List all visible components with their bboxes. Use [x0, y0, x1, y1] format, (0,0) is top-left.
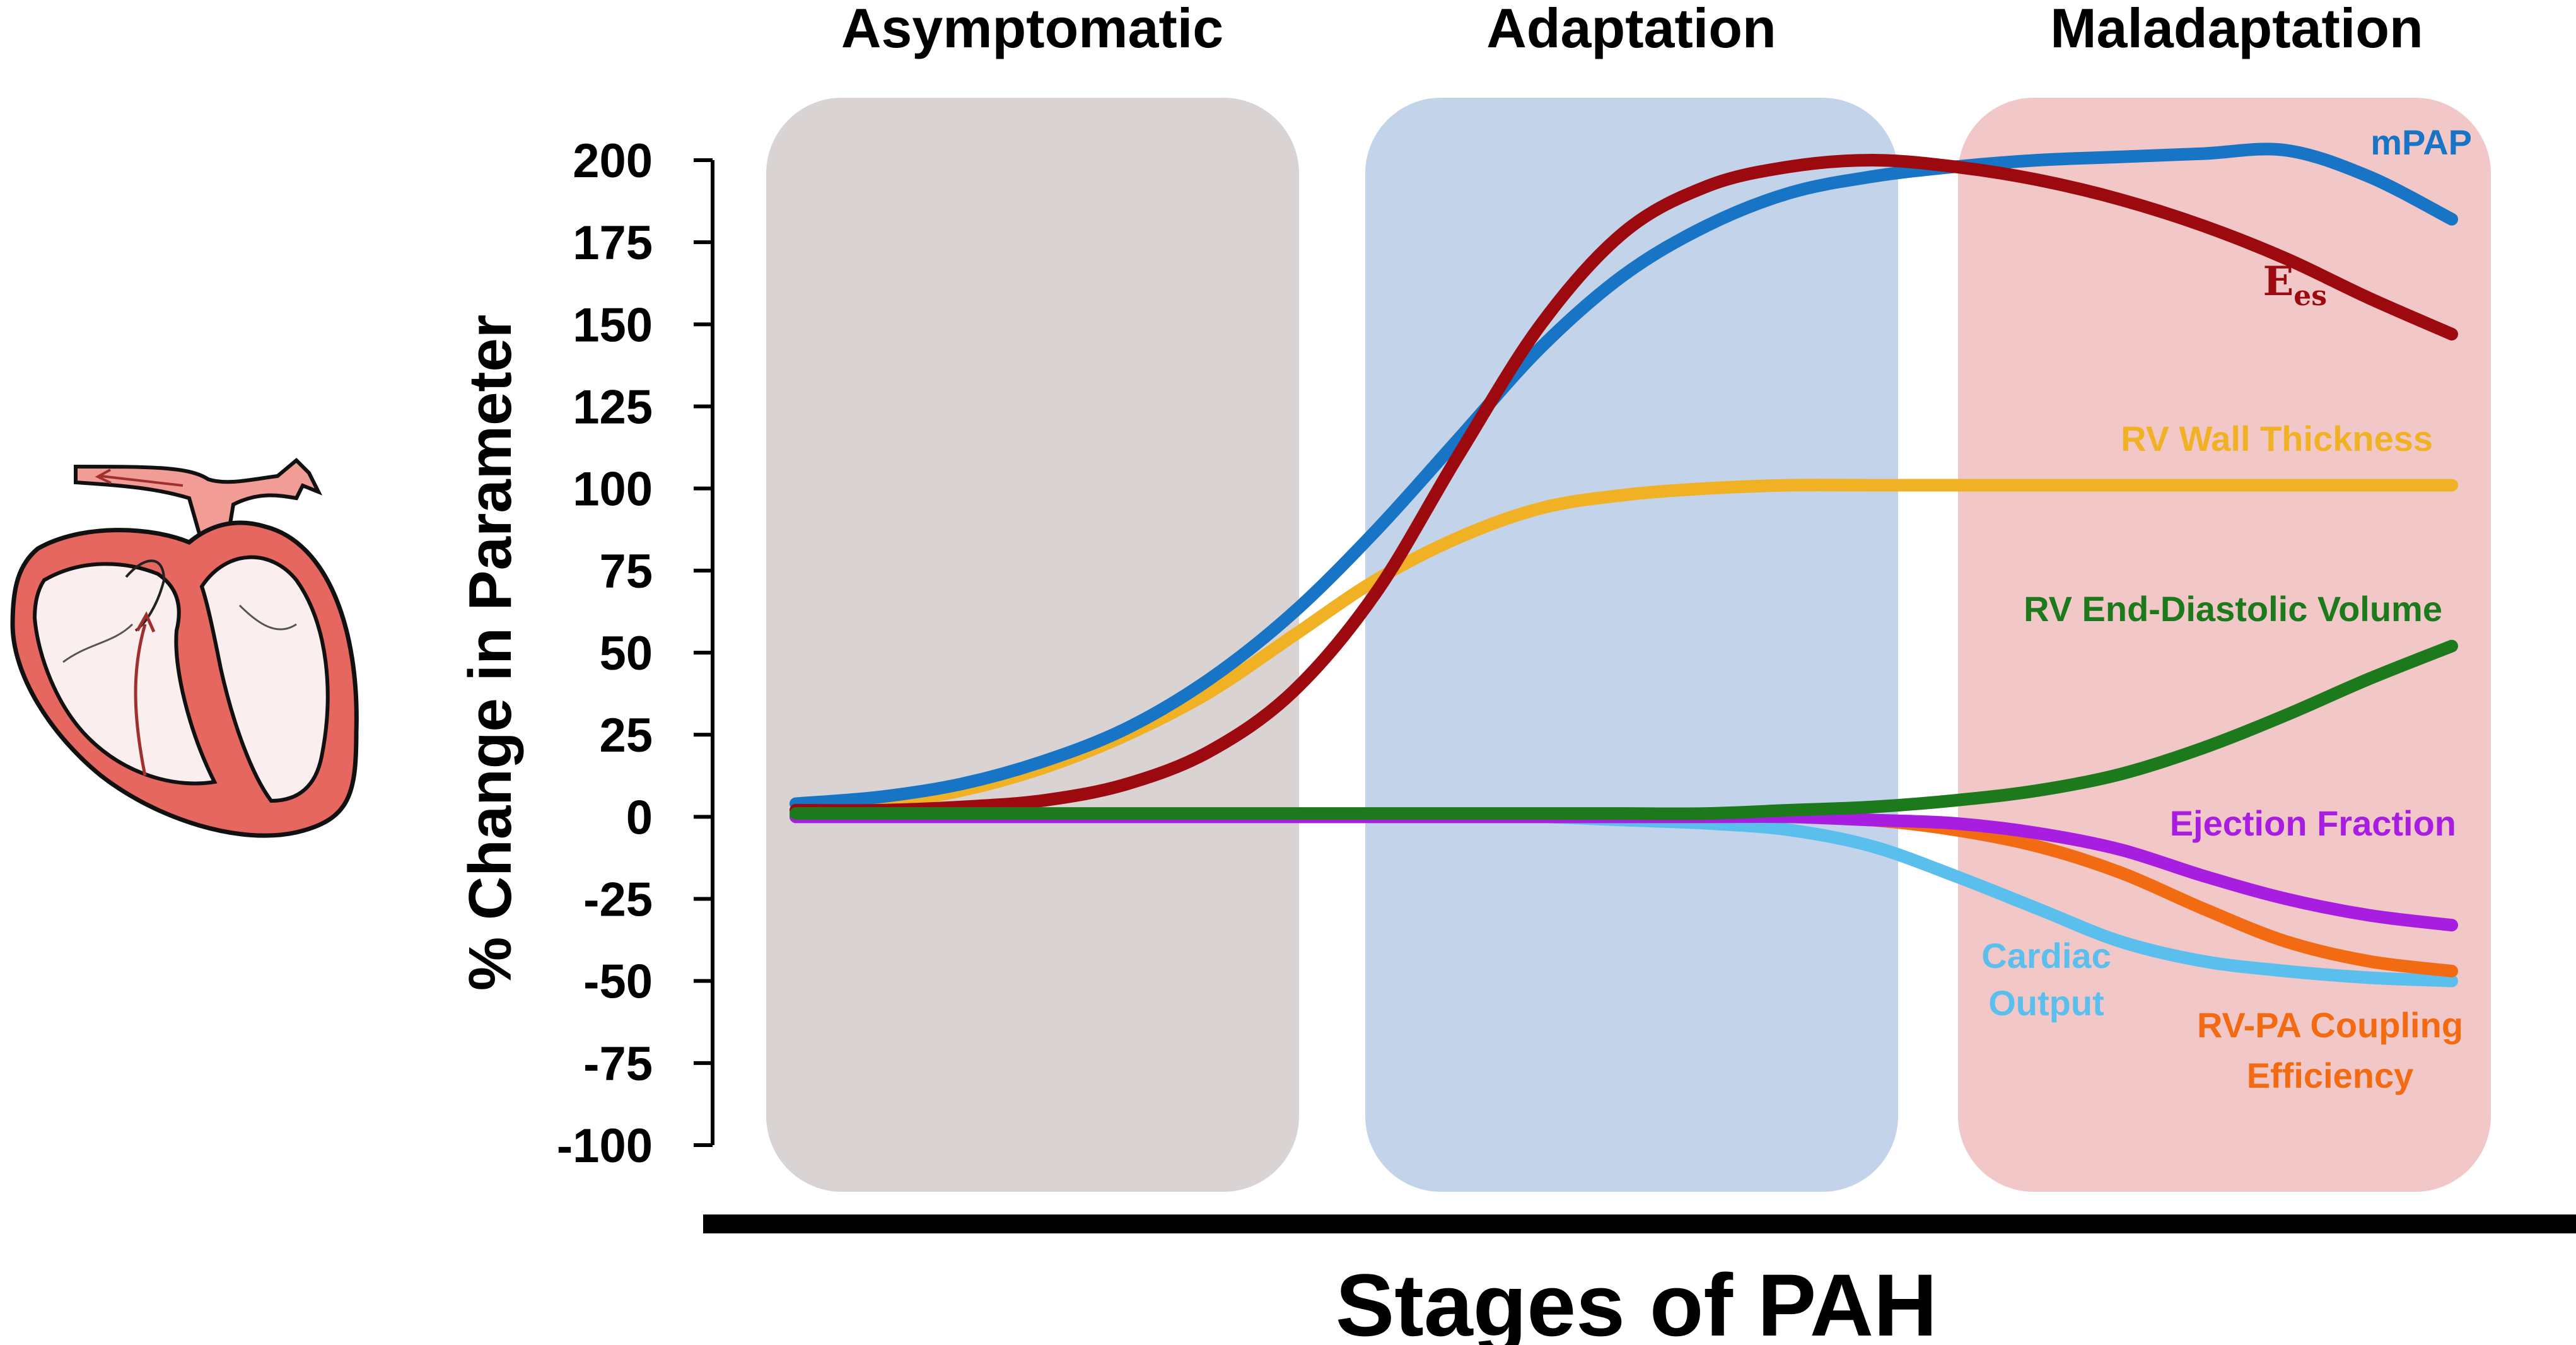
- y-axis-ticks: 200 175 150 125 100 75 50 25 0 -25 -50 -75 -100: [557, 134, 713, 1173]
- series-labels: mPAP Ees RV Wall Thickness RV End-Diasto…: [1981, 122, 2472, 1095]
- y-tick-label: 75: [599, 545, 653, 598]
- label-ejection-fraction: Ejection Fraction: [2170, 803, 2456, 843]
- y-tick-label: 200: [573, 134, 653, 188]
- y-tick-label: 100: [573, 463, 653, 516]
- label-ees-main: E: [2263, 258, 2293, 305]
- stage-title-maladaptation: Maladaptation: [2050, 0, 2423, 59]
- y-axis-title: % Change in Parameter: [457, 315, 524, 991]
- y-tick-label: -25: [583, 873, 653, 927]
- y-tick-label: 50: [599, 627, 653, 680]
- y-tick-label: -100: [557, 1119, 653, 1173]
- label-ees-sub: es: [2293, 280, 2327, 312]
- label-cardiac-output-line2: Output: [1988, 983, 2104, 1023]
- heart-anatomy-icon: [10, 457, 359, 838]
- x-axis-title: Stages of PAH: [1336, 1255, 1937, 1345]
- y-tick-label: -50: [583, 955, 653, 1009]
- y-tick-label: -75: [583, 1037, 653, 1091]
- series-line-rv-end-diastolic-volume: [790, 639, 2458, 820]
- stage-panels: [766, 98, 2491, 1192]
- y-tick-label: 125: [573, 381, 653, 434]
- stage-panel-adaptation: [1365, 98, 1898, 1192]
- series-lines: [790, 143, 2458, 987]
- label-coupling-line1: RV-PA Coupling: [2197, 1005, 2463, 1045]
- stage-title-asymptomatic: Asymptomatic: [841, 0, 1223, 59]
- y-axis: 200 175 150 125 100 75 50 25 0 -25 -50 -75 -100: [557, 134, 714, 1173]
- label-mpap: mPAP: [2370, 122, 2472, 162]
- y-tick-label: 0: [626, 791, 653, 844]
- y-tick-label: 25: [599, 709, 653, 762]
- stage-title-adaptation: Adaptation: [1486, 0, 1776, 59]
- y-tick-label: 175: [573, 216, 653, 270]
- series-line-mpap: [790, 143, 2458, 810]
- label-coupling-line2: Efficiency: [2247, 1056, 2414, 1095]
- stage-panel-asymptomatic: [766, 98, 1299, 1192]
- x-axis-bar: [703, 1214, 2576, 1233]
- label-rv-wall-thickness: RV Wall Thickness: [2121, 419, 2433, 458]
- label-cardiac-output-line1: Cardiac: [1981, 936, 2111, 975]
- series-line-e-es: [790, 154, 2458, 817]
- label-ees: Ees: [2263, 258, 2327, 312]
- label-rv-end-diastolic-volume: RV End-Diastolic Volume: [2024, 589, 2442, 629]
- y-tick-label: 150: [573, 298, 653, 352]
